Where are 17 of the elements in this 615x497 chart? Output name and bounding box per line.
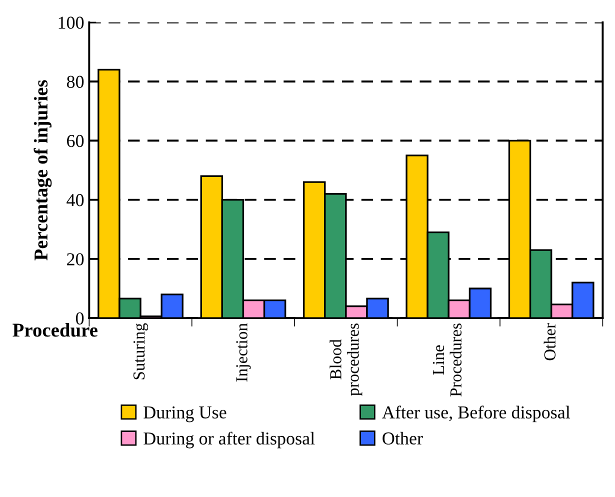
legend-label: During or after disposal bbox=[144, 432, 315, 448]
legend-label: After use, Before disposal bbox=[382, 406, 570, 422]
x-tick-label: Suturing bbox=[133, 323, 148, 380]
y-tick-label: 60 bbox=[67, 134, 84, 148]
y-tick-label: 80 bbox=[66, 76, 84, 88]
y-tick-label: 40 bbox=[66, 194, 84, 206]
y-tick-label: 20 bbox=[67, 253, 84, 266]
y-tick-label: 100 bbox=[58, 16, 84, 29]
x-tick-label: Line Procedures bbox=[432, 324, 462, 397]
legend-label: During Use bbox=[144, 406, 226, 422]
y-axis-title: Percentage of injuries bbox=[34, 80, 52, 260]
x-tick-label: Injection bbox=[236, 323, 251, 382]
x-axis-title: Procedure bbox=[12, 323, 98, 337]
x-tick-label: Other bbox=[544, 323, 556, 360]
x-tick-label: Blood procedures bbox=[330, 324, 362, 396]
y-tick-label: 0 bbox=[76, 312, 84, 325]
legend-label: Other bbox=[382, 432, 423, 445]
